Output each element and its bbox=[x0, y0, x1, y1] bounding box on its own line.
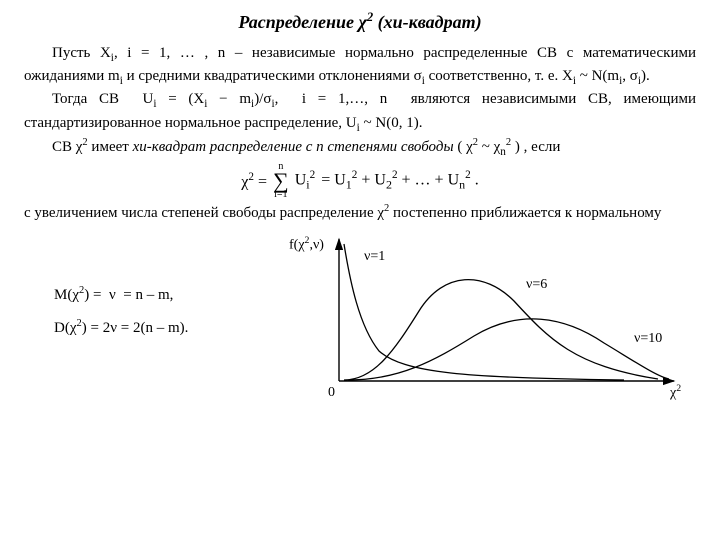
paragraph-1: Пусть Xi, i = 1, … , n – независимые нор… bbox=[24, 43, 696, 89]
page-title: Распределение χ2 (хи-квадрат) bbox=[24, 10, 696, 33]
sum-lower: i=1 bbox=[274, 190, 287, 200]
paragraph-2: Тогда СВ Ui = (Xi − mi)/σi, i = 1,…, n я… bbox=[24, 89, 696, 135]
sigma-symbol: ∑ bbox=[273, 172, 289, 190]
moment-mean: M(χ2) = ν = n – m, bbox=[54, 279, 264, 312]
paragraph-4: с увеличением числа степеней свободы рас… bbox=[24, 202, 696, 223]
moment-variance: D(χ2) = 2ν = 2(n – m). bbox=[54, 312, 264, 345]
sum-body: Ui2 bbox=[295, 169, 316, 193]
formula-expansion: = U12 + U22 + … + Un2 . bbox=[321, 169, 479, 193]
paragraph-3: СВ χ2 имеет хи-квадрат распределение с n… bbox=[24, 136, 696, 160]
formula-lhs: χ2 = bbox=[241, 171, 267, 191]
moments-block: M(χ2) = ν = n – m, D(χ2) = 2ν = 2(n – m)… bbox=[24, 231, 264, 401]
chi-square-definition-formula: χ2 = n ∑ i=1 Ui2 = U12 + U22 + … + Un2 . bbox=[24, 162, 696, 200]
chi-square-pdf-chart: f(χ2,ν)χ20ν=1ν=6ν=10 bbox=[264, 231, 694, 401]
svg-text:0: 0 bbox=[328, 385, 335, 400]
